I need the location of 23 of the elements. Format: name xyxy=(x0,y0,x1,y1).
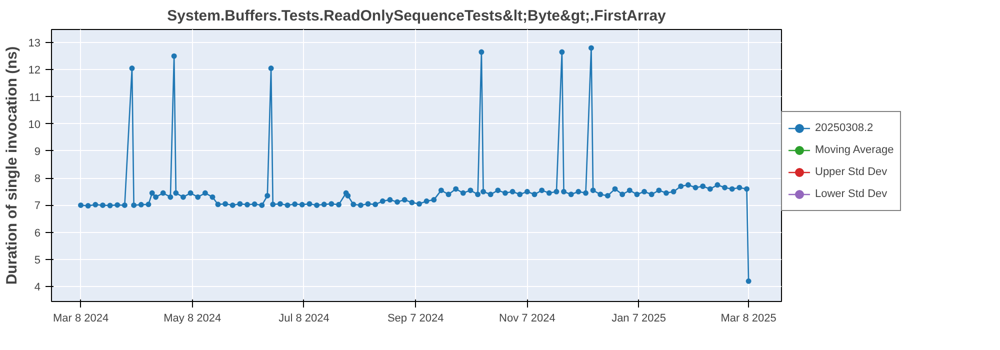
y-tick-label: 10 xyxy=(28,118,41,131)
x-tick-label: Sep 7 2024 xyxy=(387,312,444,324)
legend-label: Upper Std Dev xyxy=(815,166,888,178)
y-tick-label: 12 xyxy=(28,64,41,77)
y-axis-title: Duration of single invocation (ns) xyxy=(3,46,20,285)
x-tick-label: Jul 8 2024 xyxy=(278,312,330,324)
y-tick-label: 11 xyxy=(29,92,41,104)
legend-label: 20250308.2 xyxy=(815,122,874,134)
x-tick-label: Jan 7 2025 xyxy=(612,312,666,324)
y-tick-label: 4 xyxy=(34,282,41,294)
y-tick-label: 9 xyxy=(34,146,41,158)
x-tick-label: Mar 8 2025 xyxy=(720,312,776,324)
x-tick-label: Nov 7 2024 xyxy=(499,312,556,324)
x-tick-label: Mar 8 2024 xyxy=(52,312,109,324)
chart-title: System.Buffers.Tests.ReadOnlySequenceTests&lt;Byte&gt;.FirstArray xyxy=(167,8,667,24)
legend-label: Moving Average xyxy=(815,144,894,156)
x-tick-label: May 8 2024 xyxy=(164,312,222,324)
y-tick-label: 6 xyxy=(34,227,41,240)
y-tick-label: 8 xyxy=(34,173,41,186)
y-tick-label: 5 xyxy=(34,254,41,266)
y-tick-label: 7 xyxy=(34,200,41,212)
legend-label: Lower Std Dev xyxy=(815,188,888,200)
y-tick-label: 13 xyxy=(28,38,41,50)
